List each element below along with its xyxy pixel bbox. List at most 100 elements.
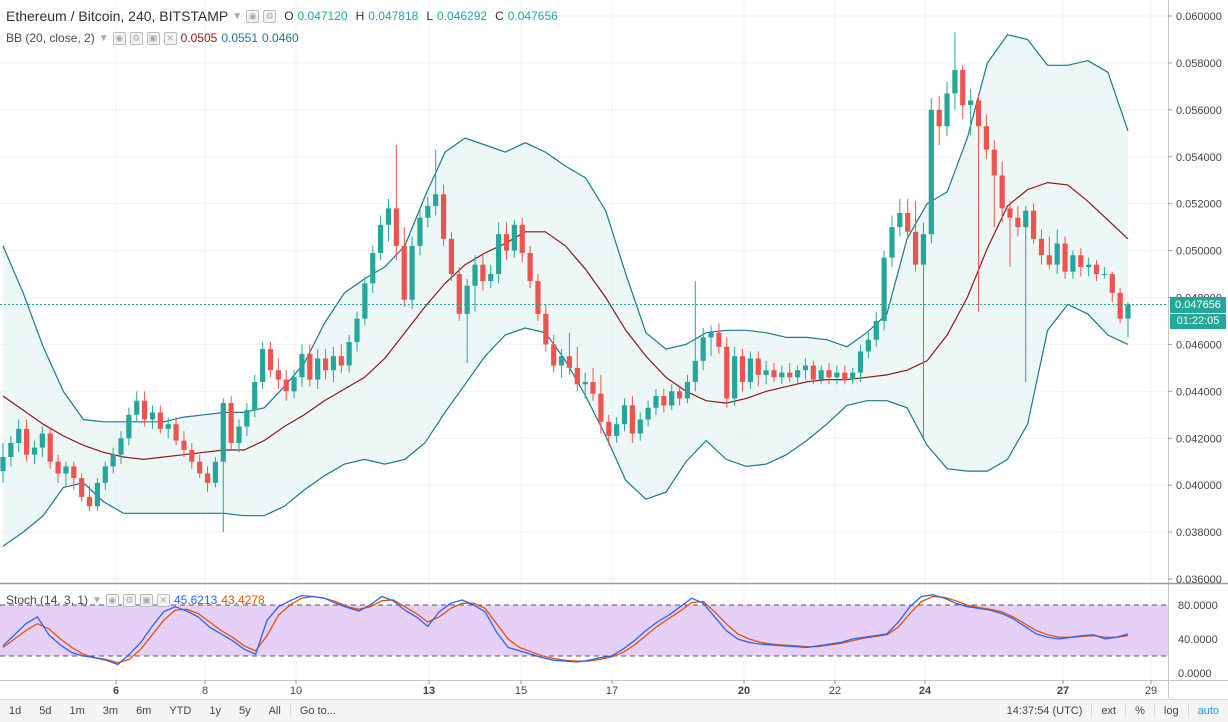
percent-toggle[interactable]: % (1135, 705, 1145, 717)
close-icon[interactable]: ✕ (163, 31, 177, 45)
price-tick-label: 0.058000 (1176, 58, 1222, 70)
chevron-down-icon[interactable]: ▼ (98, 32, 109, 44)
candle-body (991, 149, 997, 176)
candle-body (126, 414, 132, 439)
candle-body (307, 353, 313, 380)
range-1y[interactable]: 1y (209, 705, 221, 717)
candle-body (1046, 255, 1052, 265)
candle-body (16, 428, 22, 443)
candle (47, 428, 53, 469)
candle (1086, 257, 1092, 277)
candle (834, 365, 840, 385)
candle (1054, 229, 1060, 275)
candle-body (511, 224, 517, 251)
chevron-down-icon[interactable]: ▼ (232, 10, 243, 22)
candle (1117, 288, 1123, 324)
candle-body (1086, 264, 1092, 268)
candle (448, 231, 455, 282)
candle-body (676, 391, 683, 399)
gear-icon[interactable]: ⚙ (129, 31, 143, 45)
candle (102, 461, 108, 490)
utc-clock[interactable]: 14:37:54 (UTC) (1006, 705, 1083, 717)
candle (464, 278, 470, 364)
stoch-name[interactable]: Stoch (14, 3, 1) (6, 593, 89, 607)
range-6m[interactable]: 6m (136, 705, 152, 717)
bb-upper-value: 0.0551 (221, 31, 259, 45)
candle-body (732, 356, 738, 399)
range-all[interactable]: All (268, 705, 281, 717)
candle-body (842, 372, 848, 380)
candle (676, 386, 683, 406)
candle (315, 349, 321, 389)
candle-body (425, 206, 431, 218)
range-5y[interactable]: 5y (238, 705, 251, 717)
range-3m[interactable]: 3m (102, 705, 119, 717)
candle-body (684, 381, 691, 399)
log-toggle[interactable]: log (1163, 705, 1179, 717)
stoch-d-value: 43.4278 (221, 593, 265, 607)
candle-body (1030, 210, 1037, 239)
eye-icon[interactable]: ◉ (112, 31, 126, 45)
close-icon[interactable]: ✕ (156, 593, 170, 607)
candle-body (700, 337, 706, 361)
toolbar-divider (1187, 704, 1189, 718)
bollinger-lower-line (2, 303, 1129, 547)
candle-body (86, 496, 93, 507)
candle-body (614, 424, 620, 436)
bb-name[interactable]: BB (20, close, 2) (6, 31, 95, 45)
settings-icon[interactable]: ▣ (146, 31, 160, 45)
candle (566, 332, 573, 375)
candle-body (558, 356, 565, 366)
candle-body (645, 407, 651, 420)
candle-body (142, 400, 148, 420)
eye-icon[interactable]: ◉ (246, 9, 260, 23)
price-tick-label: 0.040000 (1176, 480, 1222, 492)
candle (1093, 259, 1100, 282)
candle (771, 363, 777, 382)
range-5d[interactable]: 5d (39, 705, 52, 717)
range-ytd[interactable]: YTD (169, 705, 192, 717)
settings-icon[interactable]: ▣ (139, 593, 153, 607)
chevron-down-icon[interactable]: ▼ (92, 594, 102, 606)
eye-icon[interactable]: ◉ (105, 593, 119, 607)
candle (1070, 250, 1076, 279)
candle-body (401, 245, 407, 300)
candle (991, 140, 997, 228)
candle (551, 335, 557, 373)
symbol-title[interactable]: Ethereum / Bitcoin, 240, BITSTAMP (6, 8, 229, 24)
candle-body (865, 339, 871, 352)
candle-body (897, 213, 903, 228)
candle (1015, 206, 1021, 237)
auto-toggle[interactable]: auto (1197, 705, 1219, 717)
candle (456, 267, 462, 321)
candle-body (763, 370, 769, 375)
candle-body (975, 100, 982, 127)
candle-body (747, 358, 753, 382)
candle-body (582, 381, 588, 385)
range-1m[interactable]: 1m (69, 705, 85, 717)
candle (747, 351, 753, 389)
gear-icon[interactable]: ⚙ (122, 593, 136, 607)
candle (543, 304, 549, 352)
range-1d[interactable]: 1d (9, 705, 22, 717)
ext-toggle[interactable]: ext (1101, 705, 1117, 717)
candle-body (181, 440, 187, 450)
candle-body (999, 175, 1005, 209)
goto-button[interactable]: Go to... (299, 705, 336, 717)
candle-body (739, 356, 746, 382)
candle-body (503, 234, 510, 251)
chart-canvas[interactable]: 0.060000 0.058000 0.056000 0.054000 0.052000… (0, 0, 1228, 700)
bb-basis-value: 0.0505 (180, 31, 218, 45)
candle (999, 161, 1005, 223)
candle-body (905, 213, 911, 232)
candle-body (755, 358, 761, 375)
candle-body (1125, 304, 1131, 319)
candle (267, 342, 274, 378)
candle-body (417, 217, 423, 246)
candle (79, 473, 85, 502)
gear-icon[interactable]: ⚙ (263, 9, 277, 23)
candle (393, 145, 399, 260)
candle (110, 447, 116, 474)
candle (928, 98, 934, 244)
candle (936, 95, 942, 146)
